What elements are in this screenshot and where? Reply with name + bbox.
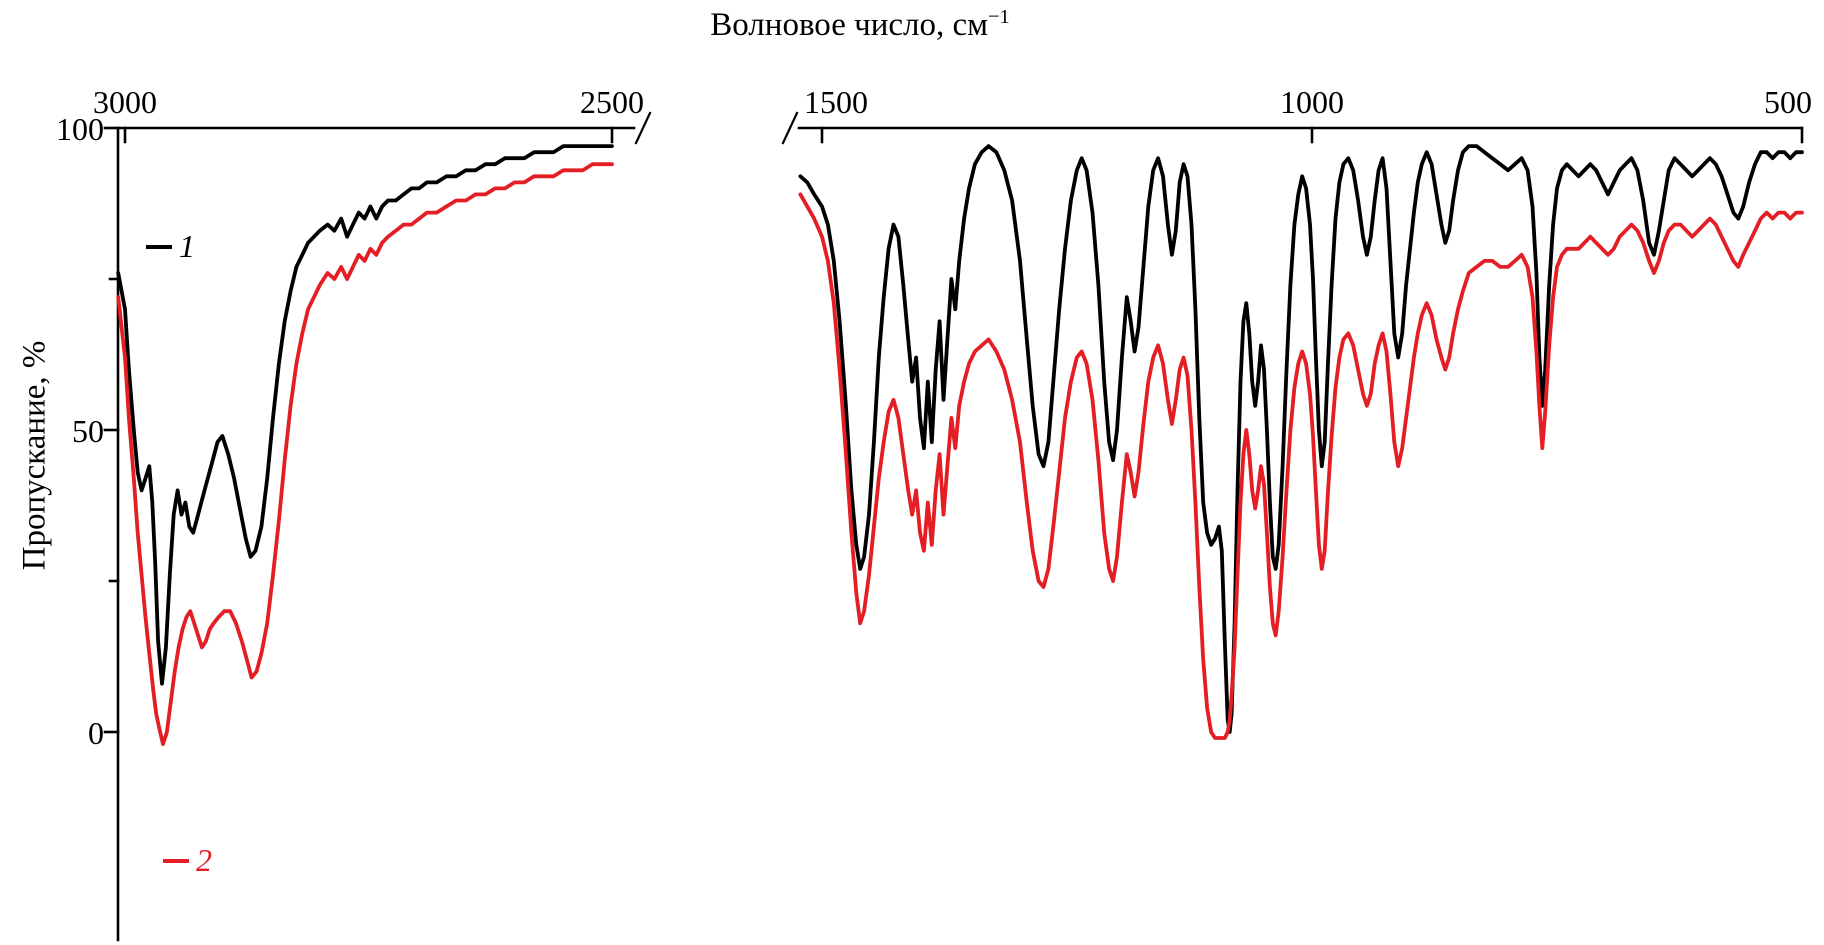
legend-item-series-2: 2: [163, 842, 212, 879]
spectrum-curve-2-panel-2: [798, 192, 1804, 740]
x-tick-label-2500: 2500: [580, 84, 644, 120]
x-tick-label-500: 500: [1764, 84, 1812, 120]
y-tick-label-100: 100: [56, 111, 104, 147]
y-tick-label-50: 50: [72, 413, 104, 449]
x-tick-label-3000: 3000: [93, 84, 157, 120]
x-tick-label-1000: 1000: [1280, 84, 1344, 120]
spectrum-curve-1-panel-2: [798, 144, 1804, 734]
axis-break-mark-right: [634, 111, 652, 145]
axis-break-mark-left: [781, 111, 799, 145]
x-axis-title-superscript: −1: [988, 6, 1010, 28]
x-axis-title-text: Волновое число, см: [710, 7, 988, 43]
legend-label-series-1: 1: [179, 228, 195, 264]
legend-dash-series-2: [163, 858, 189, 863]
x-axis-title: Волновое число, см−1: [560, 6, 1160, 44]
legend-dash-series-1: [146, 244, 172, 249]
y-tick-label-0: 0: [88, 715, 104, 751]
x-tick-label-1500: 1500: [804, 84, 868, 120]
legend-item-series-1: 1: [146, 228, 195, 265]
legend-label-series-2: 2: [196, 842, 212, 878]
spectrum-curve-1-panel-1: [116, 144, 614, 686]
spectrum-curve-2-panel-1: [116, 162, 614, 746]
